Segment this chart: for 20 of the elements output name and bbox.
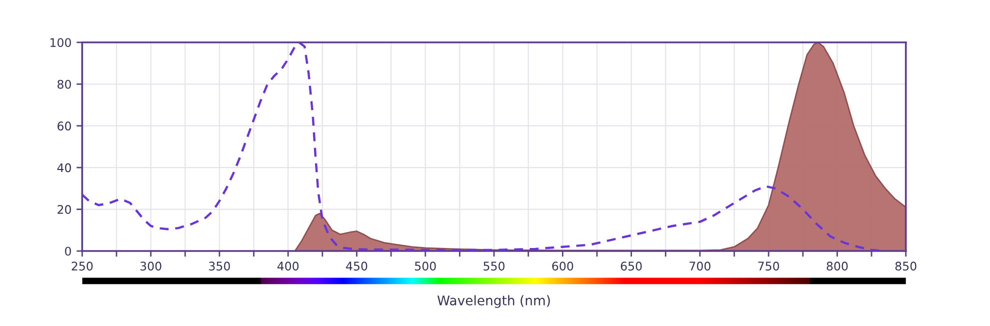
x-tick-label: 650	[620, 262, 642, 271]
x-tick-label: 750	[758, 262, 780, 271]
x-tick-label: 850	[895, 262, 916, 271]
y-tick-label: 20	[58, 205, 71, 214]
y-tick-label: 0	[65, 246, 71, 256]
x-tick-label: 500	[415, 262, 436, 271]
x-tick-label: 250	[72, 262, 93, 271]
x-tick-label: 450	[346, 262, 368, 271]
x-tick-label: 600	[552, 262, 574, 271]
x-tick-label: 350	[209, 262, 230, 271]
y-tick-label: 100	[50, 38, 71, 48]
x-tick-label: 550	[484, 262, 504, 271]
x-tick-label: 800	[826, 262, 848, 271]
x-tick-label: 400	[277, 262, 299, 271]
y-tick-label: 60	[58, 122, 71, 130]
x-tick-label: 300	[140, 262, 162, 271]
x-tick-label: 700	[690, 262, 710, 271]
y-tick-label: 80	[58, 80, 71, 89]
y-tick-label: 40	[57, 163, 71, 172]
x-axis-title: Wavelength (nm)	[437, 295, 550, 308]
